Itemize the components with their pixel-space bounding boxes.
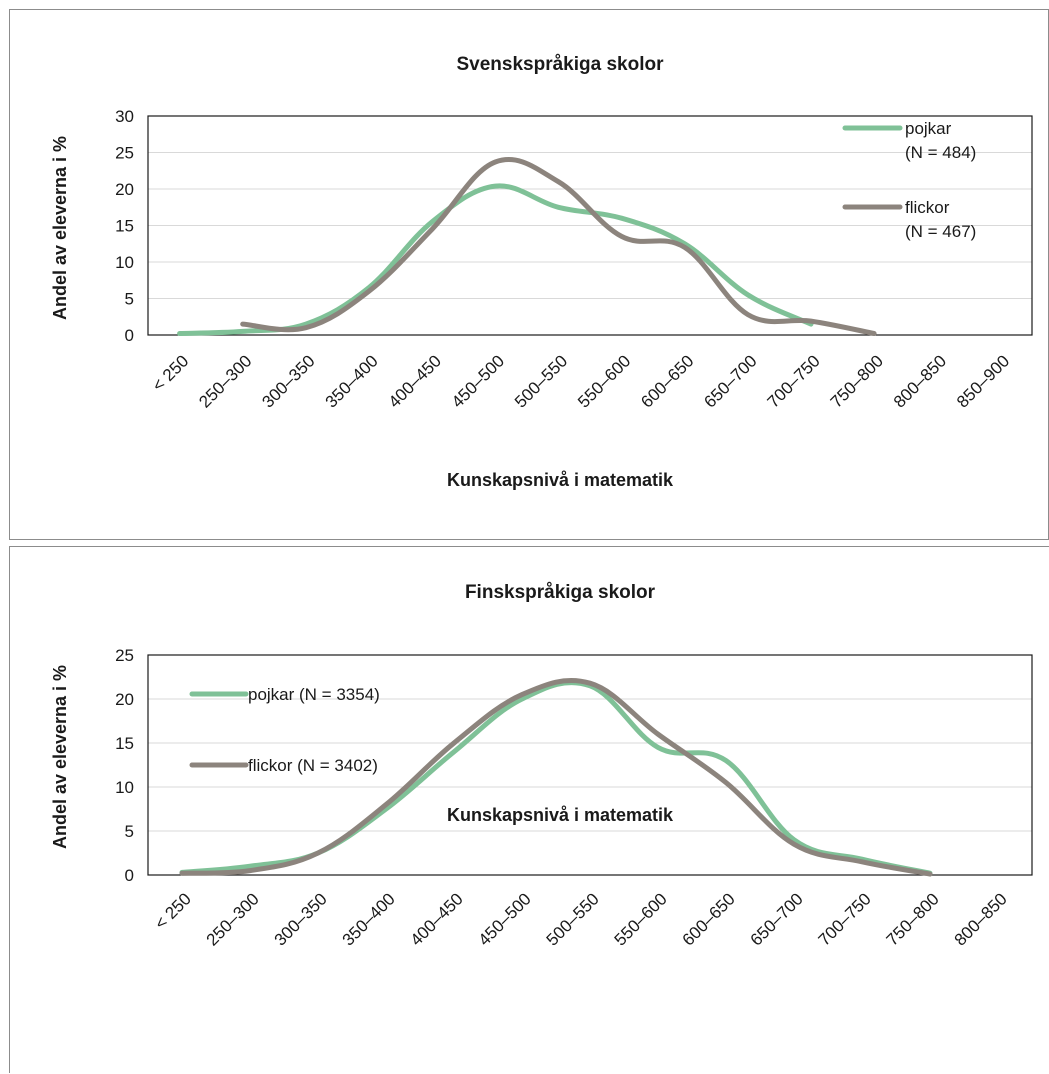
y-axis-title: Andel av eleverna i %	[50, 665, 70, 849]
data-point-pojkar	[556, 205, 561, 210]
x-tick-label: 800–850	[890, 351, 950, 411]
data-point-flickor	[248, 868, 253, 873]
data-point-flickor	[180, 871, 185, 876]
legend-label-pojkar: pojkar	[905, 119, 952, 138]
data-point-flickor	[792, 842, 797, 847]
legend: pojkar (N = 484) flickor (N = 467)	[845, 119, 976, 241]
y-axis-title: Andel av eleverna i %	[50, 136, 70, 320]
x-tick-label: 800–850	[951, 889, 1011, 949]
x-tick-label: 750–800	[827, 351, 887, 411]
x-tick-label: 650–700	[747, 889, 807, 949]
data-point-pojkar	[430, 219, 435, 224]
x-tick-label: < 250	[149, 351, 193, 395]
chart-finsksprakiga: Finskspråkiga skolor Andel av eleverna i…	[10, 547, 1049, 1074]
chart-title: Svenskspråkiga skolor	[457, 54, 665, 75]
data-point-pojkar	[493, 184, 498, 189]
data-point-flickor	[682, 245, 687, 250]
data-point-pojkar	[177, 331, 182, 336]
y-tick-label: 0	[125, 326, 134, 345]
data-point-pojkar	[745, 292, 750, 297]
x-tick-label: 400–450	[385, 351, 445, 411]
x-tick-label: < 250	[151, 889, 195, 933]
x-tick-label: 500–550	[543, 889, 603, 949]
x-tick-label: 250–300	[203, 889, 263, 949]
data-point-flickor	[384, 802, 389, 807]
y-tick-label: 15	[115, 734, 134, 753]
x-tick-label: 350–400	[339, 889, 399, 949]
data-point-pojkar	[724, 758, 729, 763]
x-tick-label: 750–800	[883, 889, 943, 949]
y-tick-label: 0	[125, 866, 134, 885]
series-line-pojkar	[182, 683, 930, 874]
data-point-pojkar	[240, 329, 245, 334]
y-tick-label: 25	[115, 646, 134, 665]
x-tick-label: 300–350	[271, 889, 331, 949]
x-axis-title: Kunskapsnivå i matematik	[447, 805, 674, 825]
data-point-flickor	[493, 159, 498, 164]
x-tick-label: 450–500	[448, 351, 508, 411]
x-tick-label: 350–400	[322, 351, 382, 411]
data-point-flickor	[430, 227, 435, 232]
data-point-flickor	[724, 780, 729, 785]
x-tick-label: 300–350	[258, 351, 318, 411]
data-point-flickor	[928, 872, 933, 877]
data-point-flickor	[872, 331, 877, 336]
data-point-pojkar	[452, 749, 457, 754]
data-point-pojkar	[619, 216, 624, 221]
chart-svensksprakiga: Svenskspråkiga skolor Andel av eleverna …	[10, 10, 1049, 541]
legend-label-flickor: flickor (N = 3402)	[248, 756, 378, 775]
y-tick-label: 5	[125, 822, 134, 841]
chart-panel-finsksprakiga: Finskspråkiga skolor Andel av eleverna i…	[9, 546, 1049, 1073]
legend-label-pojkar: pojkar (N = 3354)	[248, 685, 380, 704]
x-tick-label: 400–450	[407, 889, 467, 949]
plot-area	[148, 116, 1032, 335]
data-point-flickor	[367, 289, 372, 294]
chart-title: Finskspråkiga skolor	[465, 582, 656, 603]
series-line-flickor	[182, 680, 930, 874]
legend-label-flickor: flickor	[905, 198, 950, 217]
y-tick-label: 5	[125, 290, 134, 309]
data-point-flickor	[656, 732, 661, 737]
x-tick-label: 600–650	[637, 351, 697, 411]
x-tick-label: 600–650	[679, 889, 739, 949]
legend-label-pojkar: (N = 484)	[905, 143, 976, 162]
y-tick-label: 15	[115, 217, 134, 236]
data-point-flickor	[316, 851, 321, 856]
legend-label-flickor: (N = 467)	[905, 222, 976, 241]
x-tick-label: 700–750	[764, 351, 824, 411]
chart-panel-svensksprakiga: Svenskspråkiga skolor Andel av eleverna …	[9, 9, 1049, 540]
x-tick-label: 250–300	[195, 351, 255, 411]
x-tick-label: 550–600	[574, 351, 634, 411]
x-tick-label: 650–700	[700, 351, 760, 411]
data-point-flickor	[452, 741, 457, 746]
y-tick-label: 10	[115, 253, 134, 272]
x-tick-label: 450–500	[475, 889, 535, 949]
x-axis-title: Kunskapsnivå i matematik	[447, 470, 674, 490]
data-point-flickor	[240, 322, 245, 327]
data-point-flickor	[860, 859, 865, 864]
data-point-pojkar	[656, 745, 661, 750]
y-tick-label: 20	[115, 690, 134, 709]
y-tick-label: 20	[115, 180, 134, 199]
x-tick-label: 500–550	[511, 351, 571, 411]
data-point-flickor	[588, 681, 593, 686]
data-point-flickor	[303, 325, 308, 330]
series-line-pojkar	[180, 186, 811, 334]
data-point-flickor	[520, 692, 525, 697]
y-tick-label: 30	[115, 107, 134, 126]
x-tick-label: 700–750	[815, 889, 875, 949]
x-tick-label: 550–600	[611, 889, 671, 949]
data-point-flickor	[809, 319, 814, 324]
y-tick-label: 10	[115, 778, 134, 797]
y-tick-label: 25	[115, 144, 134, 163]
data-point-flickor	[619, 234, 624, 239]
data-point-flickor	[556, 179, 561, 184]
data-point-flickor	[745, 312, 750, 317]
x-tick-label: 850–900	[953, 351, 1013, 411]
